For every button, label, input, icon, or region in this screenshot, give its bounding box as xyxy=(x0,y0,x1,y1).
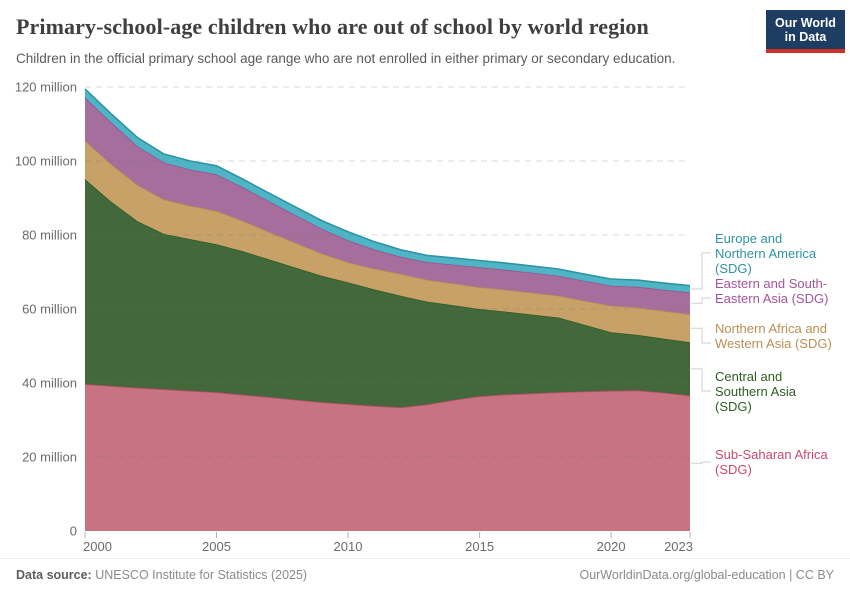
attribution-link[interactable]: OurWorldinData.org/global-education | CC… xyxy=(579,568,834,582)
page-title: Primary-school-age children who are out … xyxy=(16,14,649,39)
x-axis-label: 2015 xyxy=(465,539,494,554)
data-source-text: UNESCO Institute for Statistics (2025) xyxy=(91,568,308,582)
area-top-line-europe-northern-america xyxy=(84,88,691,287)
footer-divider xyxy=(0,558,850,559)
y-axis-label: 60 million xyxy=(22,302,77,317)
y-axis-label: 100 million xyxy=(15,154,77,169)
legend-connector-europe-northern-america xyxy=(691,252,711,290)
y-axis-label: 20 million xyxy=(22,450,77,465)
chart-subtitle: Children in the official primary school … xyxy=(16,51,676,66)
legend-connector-eastern-south-eastern-asia xyxy=(691,297,711,304)
owid-logo: Our World in Data xyxy=(766,10,845,53)
legend-connector-sub-saharan-africa xyxy=(691,461,711,464)
legend-connector-central-southern-asia xyxy=(691,368,711,392)
x-axis-label: 2005 xyxy=(202,539,231,554)
legend-item-eastern-south-eastern-asia[interactable]: Eastern and South-Eastern Asia (SDG) xyxy=(715,276,829,306)
y-axis-label: 40 million xyxy=(22,376,77,391)
legend-connector-northern-africa-western-asia xyxy=(691,327,711,344)
x-axis-label: 2020 xyxy=(597,539,626,554)
y-axis-label: 80 million xyxy=(22,228,77,243)
legend-item-sub-saharan-africa[interactable]: Sub-Saharan Africa (SDG) xyxy=(715,447,828,477)
legend-item-central-southern-asia[interactable]: Central and Southern Asia (SDG) xyxy=(715,369,796,414)
area-europe-northern-america[interactable] xyxy=(85,88,690,293)
owid-logo-line1: Our World xyxy=(775,15,836,30)
area-sub-saharan-africa[interactable] xyxy=(85,384,690,531)
y-axis-label: 120 million xyxy=(15,80,77,95)
x-axis-label: 2023 xyxy=(664,539,693,554)
x-axis-label: 2010 xyxy=(334,539,363,554)
legend-item-europe-northern-america[interactable]: Europe and Northern America (SDG) xyxy=(715,231,817,276)
x-axis-label: 2000 xyxy=(83,539,112,554)
y-axis-label: 0 xyxy=(70,524,77,539)
data-source-label: Data source: xyxy=(16,568,92,582)
data-source-note: Data source: UNESCO Institute for Statis… xyxy=(16,568,307,582)
area-eastern-south-eastern-asia[interactable] xyxy=(85,97,690,315)
area-northern-africa-western-asia[interactable] xyxy=(85,140,690,343)
legend-item-northern-africa-western-asia[interactable]: Northern Africa and Western Asia (SDG) xyxy=(715,321,832,351)
owid-logo-line2: in Data xyxy=(784,29,827,44)
